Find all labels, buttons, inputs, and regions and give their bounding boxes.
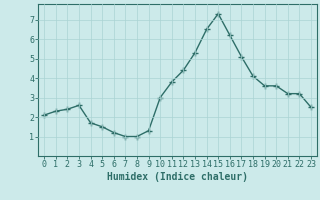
X-axis label: Humidex (Indice chaleur): Humidex (Indice chaleur) [107,172,248,182]
